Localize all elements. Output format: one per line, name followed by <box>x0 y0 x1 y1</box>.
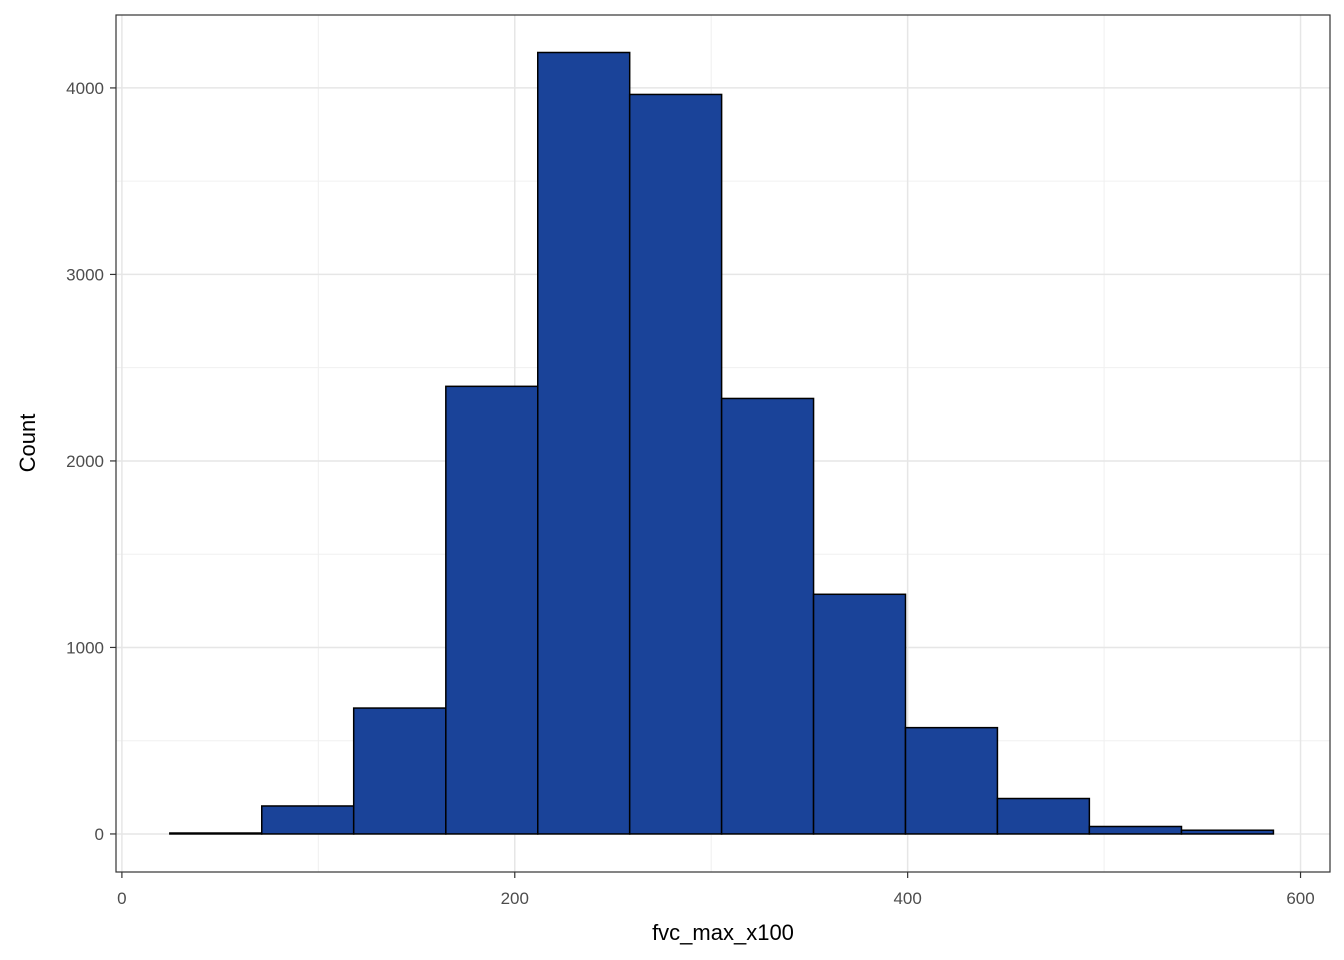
bar <box>904 726 999 835</box>
y-tick-label: 2000 <box>66 452 104 471</box>
y-tick-label: 1000 <box>66 638 104 657</box>
y-tick-label: 3000 <box>66 265 104 284</box>
bar <box>445 385 539 835</box>
x-tick-label: 0 <box>117 889 126 908</box>
plot-border <box>115 14 1331 873</box>
bar <box>169 832 263 835</box>
bar <box>1088 825 1183 835</box>
x-tick-label: 600 <box>1286 889 1314 908</box>
bar <box>261 805 355 835</box>
bar <box>996 797 1091 835</box>
bar <box>812 593 907 835</box>
bar <box>537 51 631 835</box>
y-tick-label: 0 <box>95 825 104 844</box>
bar <box>628 93 723 835</box>
y-tick-label: 4000 <box>66 79 104 98</box>
bar <box>720 397 815 835</box>
bar <box>1180 829 1275 835</box>
x-axis-title: fvc_max_x100 <box>652 920 794 945</box>
bar <box>352 707 447 835</box>
x-tick-label: 200 <box>501 889 529 908</box>
y-axis-title: Count <box>15 414 40 473</box>
x-tick-label: 400 <box>893 889 921 908</box>
